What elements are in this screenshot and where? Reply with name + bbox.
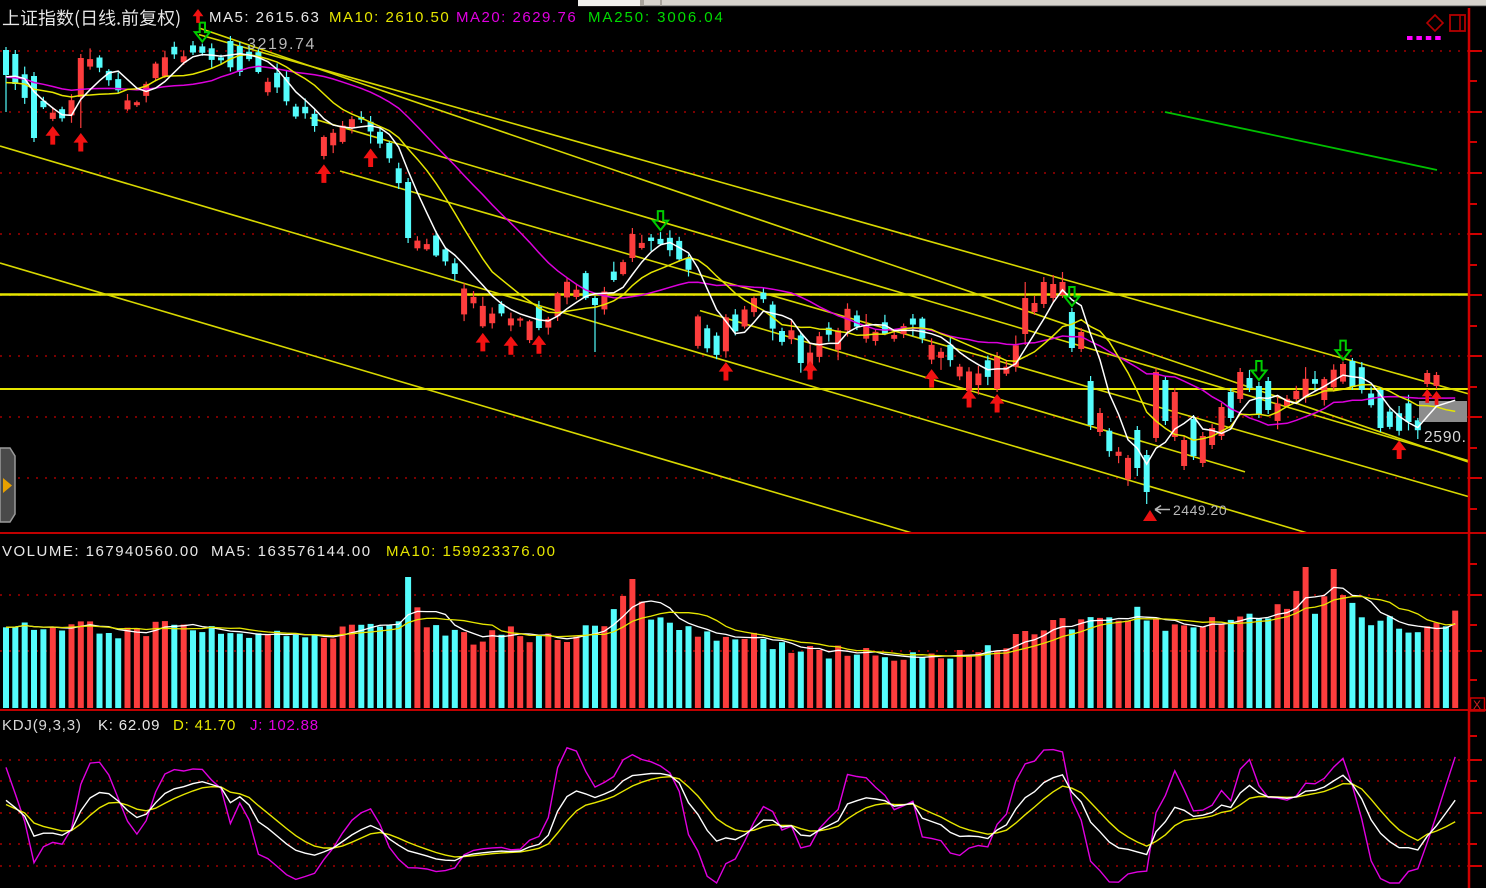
svg-text:MA5: 163576144.00: MA5: 163576144.00 bbox=[211, 543, 372, 560]
svg-text:2449.20: 2449.20 bbox=[1173, 502, 1227, 518]
svg-text:MA250: 3006.04: MA250: 3006.04 bbox=[588, 9, 725, 26]
svg-text:MA20: 2629.76: MA20: 2629.76 bbox=[456, 9, 577, 26]
svg-text:D: 41.70: D: 41.70 bbox=[173, 717, 236, 734]
svg-text:KDJ(9,3,3): KDJ(9,3,3) bbox=[2, 717, 82, 734]
svg-text:VOLUME: 167940560.00: VOLUME: 167940560.00 bbox=[2, 543, 200, 560]
svg-text:MA5: 2615.63: MA5: 2615.63 bbox=[209, 9, 320, 26]
svg-text:2590.: 2590. bbox=[1424, 429, 1467, 446]
svg-text:K: 62.09: K: 62.09 bbox=[98, 717, 160, 734]
svg-text:3219.74: 3219.74 bbox=[247, 36, 316, 53]
svg-text:J: 102.88: J: 102.88 bbox=[250, 717, 319, 734]
svg-text:MA10: 2610.50: MA10: 2610.50 bbox=[329, 9, 450, 26]
svg-text:MA10: 159923376.00: MA10: 159923376.00 bbox=[386, 543, 556, 560]
svg-text:X: X bbox=[1473, 698, 1481, 712]
